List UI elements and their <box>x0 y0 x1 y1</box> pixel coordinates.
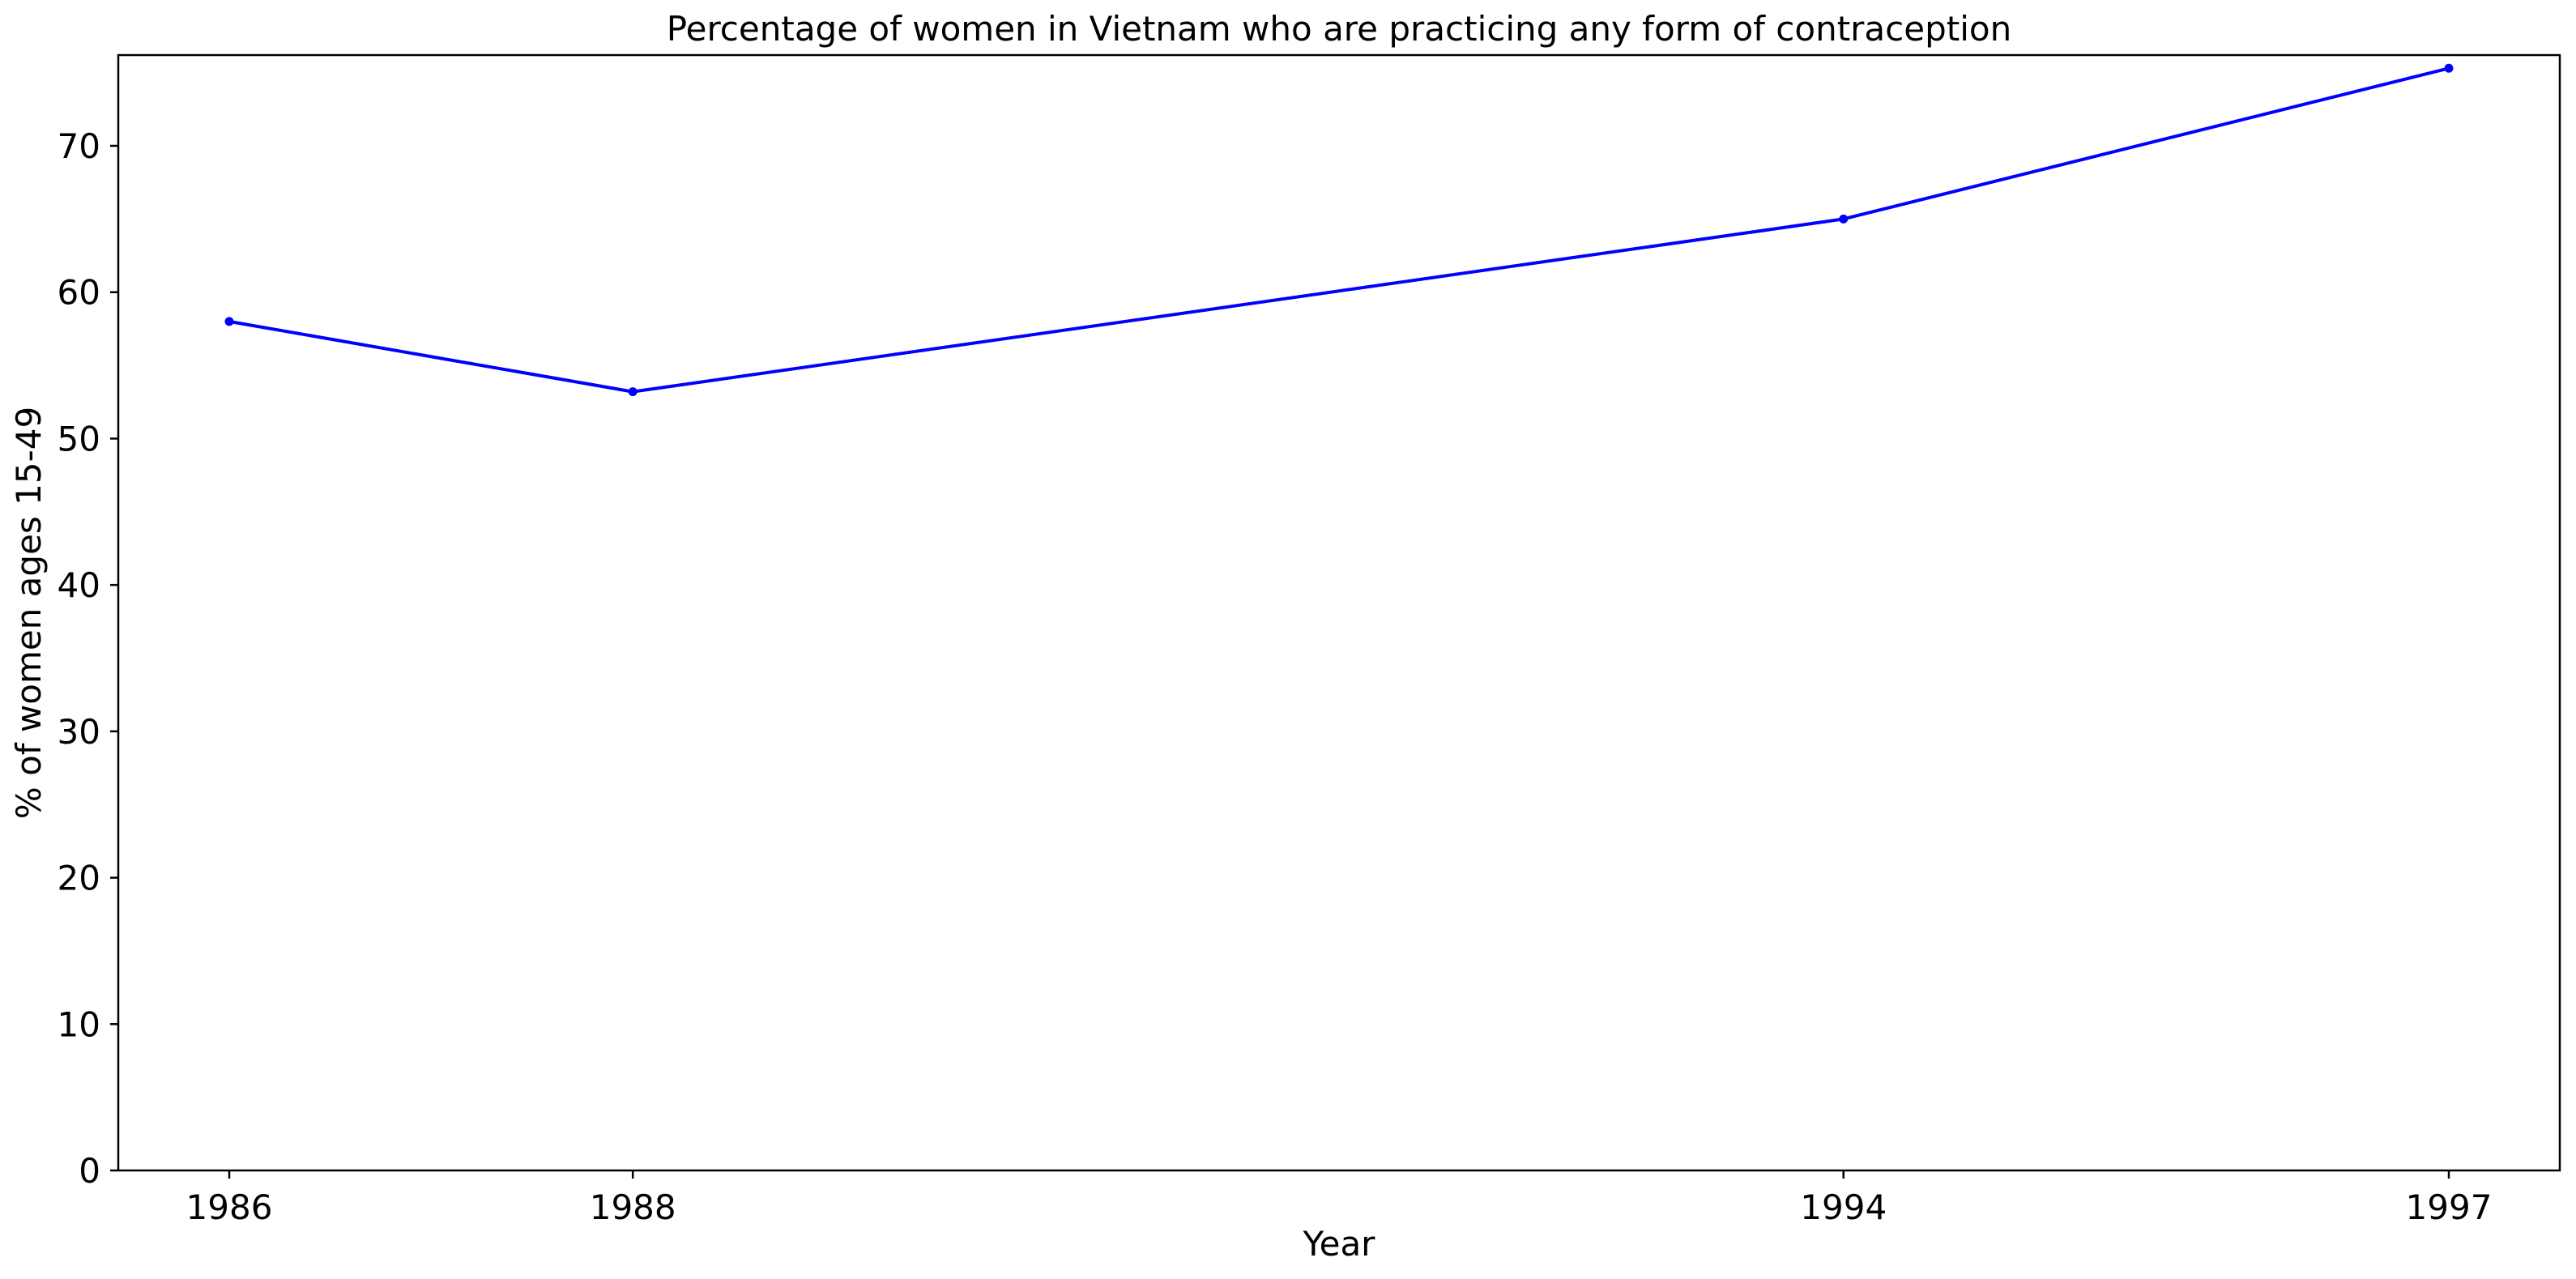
data-point <box>2444 63 2454 73</box>
data-point <box>628 387 638 397</box>
y-tick-label: 60 <box>58 273 100 313</box>
data-point <box>1839 214 1849 224</box>
y-tick-label: 50 <box>58 419 100 458</box>
series-line <box>228 66 2450 394</box>
x-tick-label: 1988 <box>590 1187 676 1227</box>
y-axis-label: % of women ages 15-49 <box>9 407 49 819</box>
data-point <box>224 317 234 326</box>
y-tick-label: 20 <box>58 859 100 898</box>
x-tick-label: 1994 <box>1800 1187 1887 1227</box>
x-axis-label: Year <box>1303 1224 1376 1264</box>
y-tick-label: 10 <box>58 1004 100 1044</box>
y-tick-label: 40 <box>58 565 100 605</box>
x-tick-label: 1997 <box>2406 1187 2493 1227</box>
y-tick-label: 30 <box>58 712 100 752</box>
plot-area-frame <box>117 53 2561 1172</box>
series-group <box>224 63 2454 397</box>
x-axis: 1986 1988 1994 1997 <box>186 1170 2493 1227</box>
y-tick-label: 0 <box>79 1151 100 1191</box>
y-axis: 0 10 20 30 40 50 60 70 <box>58 126 118 1191</box>
x-tick-label: 1986 <box>186 1187 273 1227</box>
y-tick-label: 70 <box>58 126 100 166</box>
chart-title: Percentage of women in Vietnam who are p… <box>667 9 2011 49</box>
